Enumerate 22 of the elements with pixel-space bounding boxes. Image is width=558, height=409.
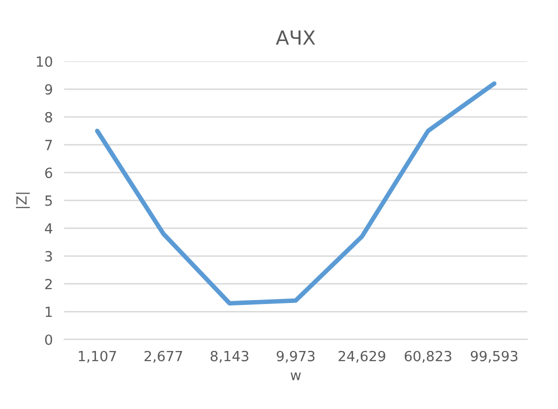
y-axis-title: |Z| [16, 192, 30, 208]
y-tick-label: 6 [45, 168, 52, 178]
x-tick-label: 1,107 [78, 350, 116, 363]
y-tick-label: 0 [45, 334, 52, 345]
y-tick-label: 10 [36, 56, 52, 67]
y-tick-label: 5 [45, 196, 52, 206]
y-tick-label: 4 [44, 223, 52, 234]
x-tick-label: 9,973 [276, 350, 315, 363]
x-tick-label: 99,593 [470, 350, 518, 363]
line-series [95, 81, 496, 306]
y-tick-label: 7 [45, 140, 52, 150]
x-axis-title: w [290, 372, 301, 380]
y-tick-label: 2 [45, 278, 52, 290]
y-tick-label: 9 [45, 84, 52, 95]
y-tick-label: 8 [45, 112, 52, 122]
x-tick-label: 2,677 [144, 350, 182, 363]
y-tick-label: 3 [45, 251, 52, 262]
y-tick-label: 1 [46, 306, 52, 317]
x-tick-label: 60,823 [404, 350, 452, 363]
x-tick-label: 24,629 [338, 350, 386, 363]
chart-title: АЧХ [276, 30, 316, 45]
x-tick-label: 8,143 [210, 350, 248, 363]
